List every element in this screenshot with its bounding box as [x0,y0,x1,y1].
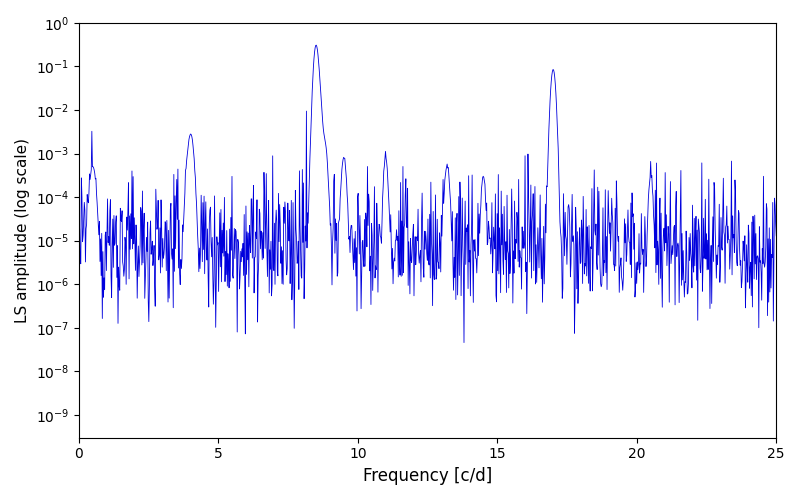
X-axis label: Frequency [c/d]: Frequency [c/d] [363,467,492,485]
Y-axis label: LS amplitude (log scale): LS amplitude (log scale) [15,138,30,323]
